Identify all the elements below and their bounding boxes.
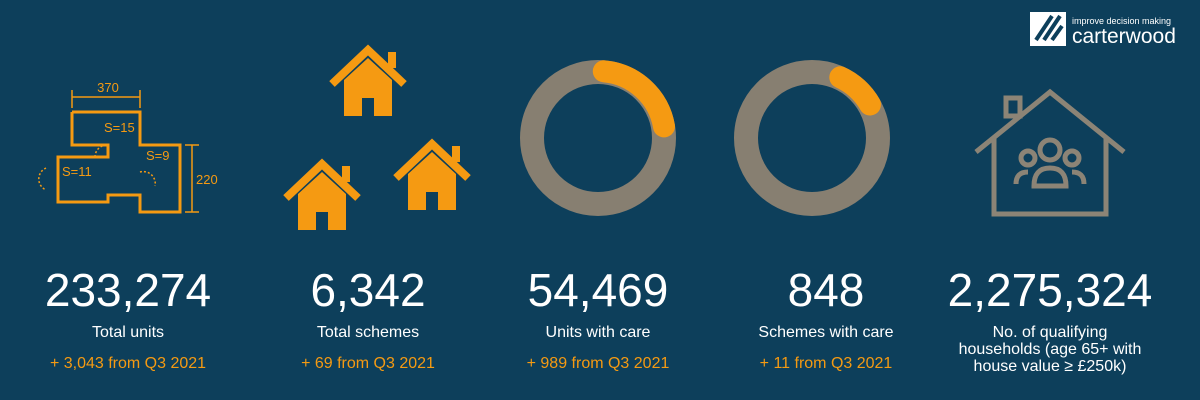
household-icon [974, 88, 1126, 217]
stat: 848 Schemes with care + 11 from Q3 2021 [711, 262, 941, 373]
room-label: S=9 [146, 148, 170, 163]
stat-label: No. of qualifying households (age 65+ wi… [958, 324, 1142, 375]
room-label: S=15 [104, 120, 135, 135]
dimension-label: 220 [196, 172, 218, 187]
stat: 233,274 Total units + 3,043 from Q3 2021 [13, 262, 243, 373]
stat-change: + 3,043 from Q3 2021 [49, 355, 207, 372]
houses-icon [286, 50, 468, 230]
logo-tagline: improve decision making [1072, 16, 1172, 26]
floorplan-icon [38, 90, 199, 214]
stat-change: + 11 from Q3 2021 [759, 355, 893, 372]
stat-value: 848 [787, 264, 865, 316]
dimension-label: 370 [97, 80, 119, 95]
donut [734, 60, 890, 216]
stat-change: + 69 from Q3 2021 [301, 355, 435, 372]
stat-label: Total schemes [316, 324, 420, 341]
stat: 54,469 Units with care + 989 from Q3 2021 [483, 262, 713, 373]
stat-label: Units with care [545, 324, 651, 341]
stat-value: 54,469 [527, 264, 669, 316]
donut [520, 60, 676, 216]
stat-value: 233,274 [44, 264, 212, 316]
logo-name: carterwood [1072, 25, 1176, 48]
stat-change: + 989 from Q3 2021 [526, 355, 670, 372]
stat: 2,275,324 No. of qualifying households (a… [935, 262, 1165, 375]
stat-label: Schemes with care [758, 324, 894, 341]
stat-value: 6,342 [310, 264, 426, 316]
room-label: S=11 [62, 164, 92, 179]
logo-icon [1030, 12, 1066, 46]
stat-label: Total units [91, 324, 165, 341]
stat-value: 2,275,324 [947, 264, 1153, 316]
stat: 6,342 Total schemes + 69 from Q3 2021 [253, 262, 483, 373]
logo: improve decision making carterwood [1072, 16, 1176, 48]
